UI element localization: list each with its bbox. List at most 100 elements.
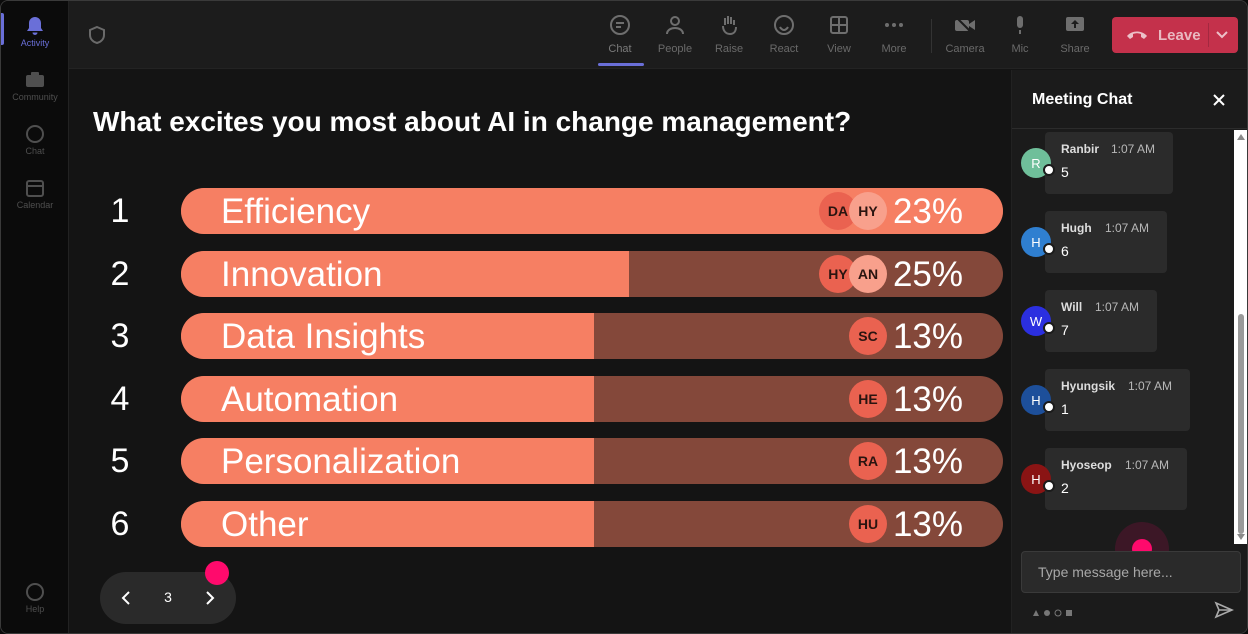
voter-avatar: HU [849, 504, 887, 543]
chat-bubble-icon [608, 13, 632, 37]
rail-active-indicator [1, 13, 4, 45]
attach-icon[interactable] [1043, 604, 1051, 616]
presence-status-icon [1043, 322, 1055, 334]
chat-tab-active-indicator [598, 63, 644, 66]
people-icon [663, 13, 687, 37]
chat-bubble[interactable]: Hyungsik 1:07 AM 1 [1045, 369, 1190, 431]
chat-message-input[interactable] [1021, 551, 1241, 593]
chat-message-text: 6 [1061, 243, 1069, 259]
chat-bubble[interactable]: Ranbir 1:07 AM 5 [1045, 132, 1173, 194]
more-button[interactable]: More [867, 13, 921, 63]
camera-button[interactable]: Camera [938, 13, 992, 63]
poll-option-row: 6 Other HU 13% [69, 500, 1010, 547]
scroll-down-arrow-icon[interactable] [1237, 534, 1245, 540]
poll-question: What excites you most about AI in change… [93, 106, 852, 137]
chat-timestamp: 1:07 AM [1105, 221, 1150, 235]
bell-icon [24, 15, 46, 37]
rail-item-community[interactable]: Community [1, 61, 69, 111]
rail-item-help-label: Help [25, 604, 45, 614]
chat-message: Hugh 1:07 AM 6 H [1012, 211, 1242, 275]
rail-item-community-label: Community [12, 92, 58, 102]
chat-message: Hyungsik 1:07 AM 1 H [1012, 369, 1242, 433]
chat-sender-name: Hyungsik [1061, 379, 1116, 393]
close-icon[interactable] [1210, 91, 1228, 109]
toolbar-separator [931, 19, 932, 53]
raise-hand-button[interactable]: Raise [702, 13, 756, 63]
rail-item-help[interactable]: Help [1, 573, 69, 623]
mic-button[interactable]: Mic [993, 13, 1047, 63]
rail-item-calendar[interactable]: Calendar [1, 169, 69, 219]
view-button[interactable]: View [812, 13, 866, 63]
chevron-right-icon[interactable] [198, 586, 222, 610]
chat-message: Will 1:07 AM 7 W [1012, 290, 1242, 354]
chat-sender-name: Ranbir [1061, 142, 1100, 156]
poll-option-bar: Innovation HY AN 25% [181, 250, 1003, 297]
chat-message: Hyoseop 1:07 AM 2 H [1012, 448, 1242, 512]
chat-bubble[interactable]: Hyoseop 1:07 AM 2 [1045, 448, 1187, 510]
voter-avatar: HE [849, 379, 887, 418]
rail-item-activity-label: Activity [20, 38, 50, 48]
poll-option-fill [181, 500, 594, 547]
raise-hand-button-label: Raise [714, 43, 744, 55]
pointer-indicator [205, 561, 229, 585]
voter-avatar: SC [849, 317, 887, 355]
chat-panel-title: Meeting Chat [1032, 91, 1133, 108]
poll-option-bar: Efficiency DA HY 23% [181, 188, 1003, 234]
chat-bubble[interactable]: Hugh 1:07 AM 6 [1045, 211, 1167, 273]
rail-item-chat[interactable]: Chat [1, 115, 69, 165]
poll-option-rank: 5 [110, 442, 130, 480]
chat-timestamp: 1:07 AM [1095, 300, 1140, 314]
people-button[interactable]: People [648, 13, 702, 63]
poll-option-label: Automation [221, 379, 399, 419]
poll-option-rank: 3 [110, 317, 130, 355]
microphone-icon [1008, 13, 1032, 37]
more-dots-icon [882, 13, 906, 37]
chevron-down-icon[interactable] [1215, 28, 1229, 42]
chat-timestamp: 1:07 AM [1111, 142, 1156, 156]
poll-option-rank: 1 [110, 192, 130, 230]
chat-message: Ranbir 1:07 AM 5 R [1012, 132, 1242, 196]
format-icon[interactable] [1032, 604, 1040, 616]
hand-icon [717, 13, 741, 37]
people-button-label: People [657, 43, 693, 55]
send-icon[interactable] [1214, 600, 1234, 620]
poll-option-bar: Personalization RA 13% [181, 438, 1003, 484]
chat-message-text: 2 [1061, 480, 1069, 496]
poll-option-fill [181, 250, 629, 297]
camera-button-label: Camera [945, 43, 985, 55]
chat-message-text: 1 [1061, 401, 1069, 417]
poll-option-row: 4 Automation HE 13% [69, 375, 1010, 422]
voter-avatar: DA [819, 192, 857, 230]
poll-option-label: Data Insights [221, 317, 426, 356]
leave-button[interactable]: Leave [1112, 17, 1238, 53]
react-button[interactable]: React [757, 13, 811, 63]
chat-message-text: 5 [1061, 164, 1069, 180]
emoji-icon[interactable] [1054, 604, 1062, 617]
poll-option-label: Personalization [221, 442, 461, 481]
shield-icon[interactable] [87, 25, 107, 45]
gif-icon[interactable] [1065, 604, 1073, 616]
chat-message-text: 7 [1061, 322, 1069, 338]
poll-option-percent: 23% [892, 192, 963, 231]
chat-scrollbar[interactable] [1234, 130, 1247, 544]
smiley-icon [772, 13, 796, 37]
scrollbar-thumb[interactable] [1238, 314, 1244, 534]
voter-avatar: HY [849, 192, 887, 230]
phone-hangup-icon [1126, 28, 1148, 42]
share-button[interactable]: Share [1048, 13, 1102, 63]
poll-option-fill [181, 438, 594, 484]
meeting-chat-panel: Meeting Chat Ranbir 1:07 AM 5 R Hugh 1:07 AM 6… [1011, 70, 1247, 633]
chat-button[interactable]: Chat [593, 13, 647, 63]
chat-compose-tools [1032, 604, 1073, 617]
chevron-left-icon[interactable] [114, 586, 138, 610]
rail-item-activity[interactable]: Activity [1, 7, 69, 57]
presence-status-icon [1043, 401, 1055, 413]
scroll-up-arrow-icon[interactable] [1237, 134, 1245, 140]
poll-option-bar: Automation HE 13% [181, 375, 1003, 422]
chat-header-divider [1012, 128, 1247, 129]
chat-bubble[interactable]: Will 1:07 AM 7 [1045, 290, 1157, 352]
react-button-label: React [769, 43, 799, 55]
chat-sender-name: Will [1061, 300, 1083, 314]
poll-option-row: 1 Efficiency DA HY 23% [69, 188, 1010, 234]
share-screen-icon [1063, 13, 1087, 37]
